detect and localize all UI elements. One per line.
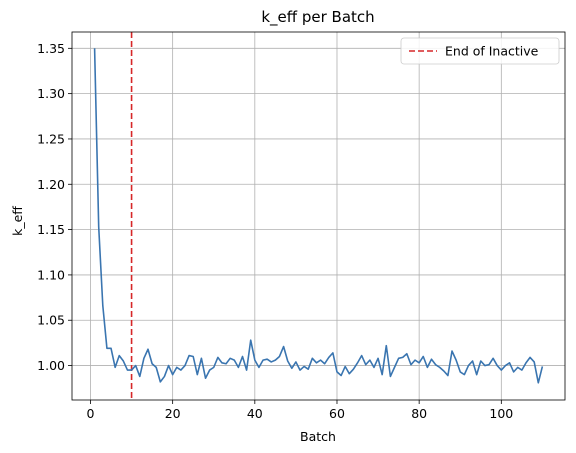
k-eff-series-line [93, 48, 544, 384]
legend: End of Inactive [400, 37, 560, 65]
y-axis-label: k_eff [10, 206, 25, 236]
y-tick-label: 1.00 [37, 358, 65, 373]
x-tick-label: 20 [165, 406, 181, 421]
x-tick-label: 100 [489, 406, 513, 421]
y-tick-label: 1.25 [37, 131, 65, 146]
legend-label: End of Inactive [445, 44, 539, 59]
y-tick-label: 1.15 [37, 222, 65, 237]
series-group [93, 48, 544, 384]
x-tick-label: 80 [411, 406, 427, 421]
y-tick-label: 1.05 [37, 313, 65, 328]
y-tick-label: 1.10 [37, 267, 65, 282]
x-axis-label: Batch [300, 429, 336, 444]
plot-frame [71, 31, 566, 401]
y-tick-label: 1.20 [37, 177, 65, 192]
chart-title: k_eff per Batch [261, 8, 374, 27]
legend-box [400, 37, 560, 65]
y-tick-label: 1.35 [37, 41, 65, 56]
x-axis: 0 20 40 60 80 100 [87, 400, 513, 421]
x-tick-label: 40 [247, 406, 263, 421]
x-tick-label: 60 [329, 406, 345, 421]
x-tick-label: 0 [87, 406, 95, 421]
y-axis: 1.00 1.05 1.10 1.15 1.20 1.25 1.30 1.35 [37, 41, 72, 373]
y-tick-label: 1.30 [37, 86, 65, 101]
